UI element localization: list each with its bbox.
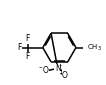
Text: O: O [62,71,68,80]
Text: CH$_3$: CH$_3$ [87,42,102,53]
Text: F: F [26,52,30,61]
Text: F: F [26,34,30,43]
Text: O: O [42,66,48,75]
Text: N: N [55,64,61,73]
Text: $^-$: $^-$ [38,66,45,71]
Text: F: F [17,43,22,52]
Text: $^+$: $^+$ [58,64,64,69]
